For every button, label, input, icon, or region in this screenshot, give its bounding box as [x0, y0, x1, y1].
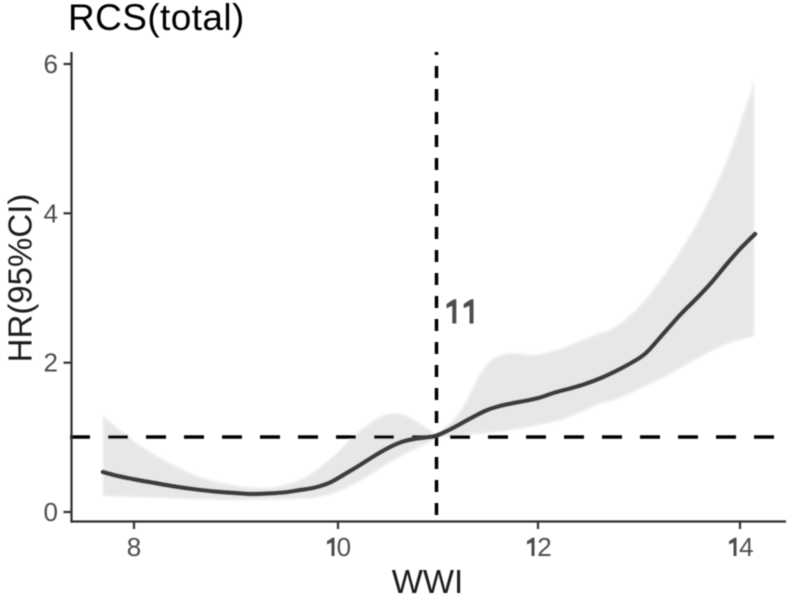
svg-text:4: 4	[44, 198, 58, 228]
svg-text:6: 6	[44, 49, 58, 79]
svg-text:0: 0	[337, 532, 351, 562]
svg-text:WWI: WWI	[392, 563, 463, 600]
svg-text:HR(95%CI): HR(95%CI)	[2, 194, 39, 363]
svg-text:RCS(total): RCS(total)	[68, 0, 245, 38]
svg-text:2: 2	[537, 532, 551, 562]
svg-text:4: 4	[739, 532, 753, 562]
svg-text:0: 0	[44, 497, 58, 527]
svg-text:8: 8	[127, 532, 141, 562]
svg-text:2: 2	[44, 348, 58, 378]
